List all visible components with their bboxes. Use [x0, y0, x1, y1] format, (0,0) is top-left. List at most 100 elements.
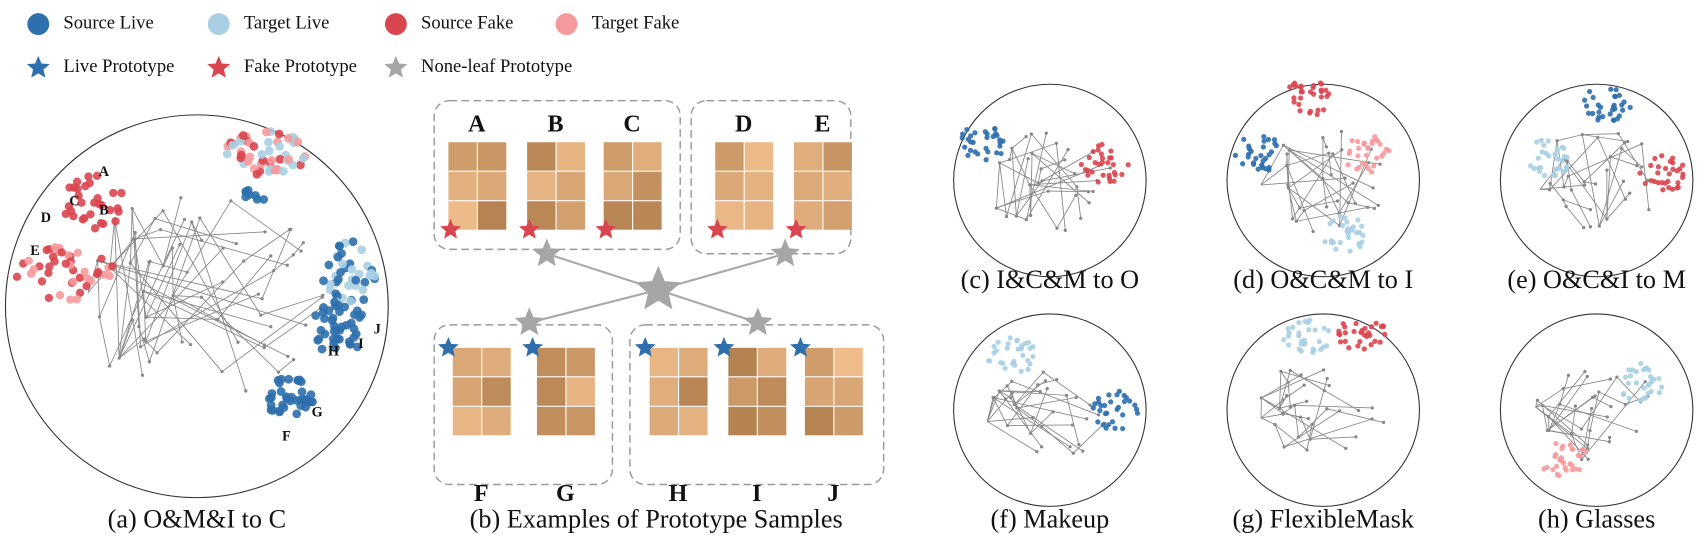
scatter-dot: [222, 149, 232, 159]
scatter-dot: [1633, 380, 1640, 386]
scatter-dot: [1351, 328, 1357, 335]
scatter-dot: [1359, 160, 1366, 167]
tree-edge: [1282, 412, 1309, 420]
scatter-dot: [1090, 405, 1096, 411]
tree-edge: [1037, 151, 1094, 184]
tree-edge: [1042, 167, 1111, 182]
tree-edge: [1260, 399, 1284, 419]
tree-edge: [149, 261, 188, 273]
tree-edge: [1568, 143, 1642, 177]
face-image: [633, 171, 662, 201]
tree-node: [1647, 207, 1651, 212]
tree-edge: [1338, 162, 1369, 214]
scatter-dot: [1119, 425, 1126, 432]
scatter-dot: [292, 409, 302, 419]
scatter-dot: [1292, 80, 1298, 86]
scatter-dot: [998, 150, 1004, 157]
tree-edge: [1288, 187, 1301, 209]
point-label: B: [99, 202, 109, 218]
scatter-dot: [1025, 357, 1031, 364]
caption: (d) O&C&M to I: [1233, 265, 1413, 294]
face-image: [482, 347, 511, 377]
tree-node: [1372, 206, 1376, 210]
tree-edge: [1549, 137, 1599, 191]
panel-circle: [1499, 313, 1694, 507]
face-image: [603, 171, 633, 201]
group-label: A: [468, 111, 486, 137]
scatter-dot: [1005, 341, 1011, 347]
scatter-dot: [1569, 467, 1576, 473]
face-image: [679, 377, 708, 406]
scatter-dot: [328, 313, 338, 323]
tree-node: [260, 297, 264, 301]
tree-edge: [992, 397, 1087, 420]
scatter-dot: [75, 288, 85, 297]
scatter-dot: [959, 135, 965, 141]
face-image: [793, 142, 823, 171]
face-image: [804, 406, 834, 436]
scatter-dot: [279, 166, 288, 176]
scatter-dot: [1337, 239, 1343, 246]
tree-node: [1593, 394, 1597, 398]
scatter-dot: [297, 387, 307, 397]
scatter-dot: [1608, 86, 1614, 92]
scatter-dot: [80, 267, 89, 276]
tree-edge: [1007, 424, 1073, 426]
face-image: [477, 201, 507, 230]
tree-edge: [1299, 200, 1338, 209]
scatter-dot: [1559, 144, 1565, 150]
legend-label: Fake Prototype: [244, 56, 357, 77]
scatter-dot: [1559, 158, 1565, 164]
scatter-dot: [284, 374, 294, 384]
point-label: H: [328, 343, 339, 359]
scatter-dot: [1569, 462, 1575, 468]
scatter-dot: [267, 156, 277, 165]
scatter-dot: [1250, 161, 1257, 167]
scatter-dot: [347, 265, 357, 274]
scatter-dot: [1271, 137, 1278, 143]
scatter-dot: [1109, 419, 1116, 425]
tree-edge: [1288, 149, 1379, 206]
tree-edge: [1549, 183, 1564, 201]
scatter-dot: [1097, 407, 1103, 414]
tree-node: [1582, 226, 1586, 230]
scatter-dot: [1552, 453, 1558, 459]
scatter-dot: [1246, 151, 1252, 157]
legend-label: Target Live: [244, 12, 330, 33]
scatter-dot: [1255, 166, 1261, 172]
scatter-dot: [1651, 376, 1657, 382]
scatter-dot: [1121, 392, 1127, 399]
tree-edge: [1009, 148, 1013, 160]
scatter-dot: [44, 293, 54, 303]
scatter-dot: [1373, 320, 1379, 326]
scatter-dot: [1363, 152, 1370, 158]
tree-edge: [1565, 206, 1585, 228]
scatter-dot: [1344, 228, 1350, 234]
scatter-dot: [72, 295, 82, 304]
scatter-dot: [111, 217, 120, 226]
scatter-dot: [238, 131, 248, 140]
tree-edge: [1014, 404, 1084, 452]
scatter-dot: [1642, 180, 1648, 187]
scatter-dot: [1552, 151, 1558, 158]
scatter-dot: [274, 129, 284, 139]
tree-edge: [1260, 144, 1284, 186]
tree-node: [1608, 435, 1612, 440]
scatter-dot: [1327, 220, 1333, 227]
tree-edge: [1294, 404, 1373, 409]
face-image: [649, 347, 679, 377]
tree-edge: [172, 200, 232, 296]
scatter-dot: [352, 342, 362, 352]
scatter-dot: [318, 308, 328, 318]
scatter-dot: [1655, 170, 1661, 176]
scatter-dot: [991, 343, 997, 350]
scatter-dot: [975, 151, 981, 157]
face-image: [757, 377, 787, 406]
tree-edge: [1031, 153, 1075, 175]
tree-node: [1340, 148, 1344, 152]
legend-marker: [26, 55, 50, 78]
scatter-dot: [1372, 338, 1378, 344]
face-image: [834, 347, 863, 377]
tree-edge: [992, 397, 1008, 426]
scatter-dot: [262, 127, 271, 137]
